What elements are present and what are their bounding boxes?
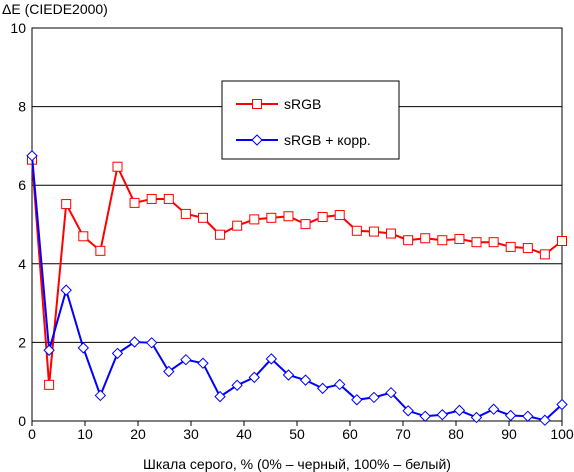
data-point <box>334 378 346 391</box>
x-tick-label: 30 <box>183 426 199 442</box>
data-point <box>368 226 379 237</box>
legend-swatch-marker <box>251 134 263 146</box>
x-tick-label: 40 <box>236 426 252 442</box>
data-point <box>386 228 397 239</box>
x-tick-label: 10 <box>77 426 93 442</box>
data-point <box>197 357 209 369</box>
data-point <box>43 344 55 356</box>
data-point <box>26 150 38 162</box>
legend: sRGB sRGB + корр. <box>221 80 400 160</box>
data-point <box>504 409 517 422</box>
y-axis-title: ΔE (CIEDE2000) <box>2 1 108 17</box>
data-point <box>557 236 567 247</box>
data-point <box>180 208 191 219</box>
data-point <box>265 353 278 365</box>
y-tick-label: 2 <box>18 334 26 350</box>
data-point <box>111 347 124 360</box>
data-point <box>402 405 414 417</box>
x-tick-label: 70 <box>395 426 411 442</box>
data-point <box>419 410 431 422</box>
y-tick-label: 10 <box>10 20 26 36</box>
y-tick-label: 8 <box>18 99 26 115</box>
data-point <box>351 394 363 406</box>
y-tick-label: 4 <box>18 256 26 272</box>
data-point <box>487 403 500 415</box>
data-point <box>180 353 192 366</box>
data-point <box>128 336 141 348</box>
data-point <box>249 214 260 225</box>
data-point <box>505 241 516 252</box>
legend-swatch-marker <box>252 99 262 109</box>
data-point <box>283 211 294 222</box>
data-point <box>78 231 89 242</box>
data-point <box>214 390 226 403</box>
data-point <box>488 237 499 248</box>
data-point <box>215 229 226 240</box>
data-point <box>437 235 448 246</box>
data-point <box>163 365 175 378</box>
data-point <box>112 161 123 172</box>
data-point <box>94 389 107 402</box>
data-point <box>197 212 208 223</box>
data-point <box>60 284 72 296</box>
data-point <box>299 374 312 386</box>
y-tick-label: 0 <box>18 413 26 429</box>
data-point <box>163 193 174 204</box>
data-point <box>300 219 311 230</box>
data-point <box>522 243 533 254</box>
data-point <box>539 414 551 426</box>
data-point <box>232 220 243 231</box>
x-axis-title: Шкала серого, % (0% – черный, 100% – бел… <box>143 456 451 472</box>
data-point <box>522 410 534 422</box>
data-point <box>420 233 431 244</box>
data-point <box>539 249 550 260</box>
x-tick-label: 0 <box>28 426 36 442</box>
legend-label: sRGB + корр. <box>284 132 371 148</box>
data-point <box>146 193 157 204</box>
data-point <box>556 398 568 411</box>
data-point <box>231 379 243 391</box>
data-point <box>436 409 449 421</box>
data-point <box>266 212 277 223</box>
series-2 <box>26 150 568 426</box>
x-tick-label: 20 <box>130 426 146 442</box>
series-line <box>31 159 563 385</box>
data-point <box>145 337 158 349</box>
data-point <box>470 411 483 424</box>
data-point <box>334 210 345 221</box>
data-point <box>316 382 329 395</box>
x-tick-label: 60 <box>342 426 358 442</box>
data-point <box>129 197 140 208</box>
data-point <box>385 386 397 399</box>
data-point <box>282 369 295 381</box>
data-point <box>454 234 465 245</box>
data-point <box>368 391 380 404</box>
series-layer <box>26 150 568 426</box>
data-point <box>248 371 260 384</box>
data-point <box>317 212 328 223</box>
legend-label: sRGB <box>284 96 321 112</box>
data-point <box>44 379 55 390</box>
x-tick-label: 80 <box>448 426 464 442</box>
x-tick-label: 50 <box>289 426 305 442</box>
data-point <box>95 245 106 256</box>
x-tick-label: 100 <box>550 426 574 442</box>
legend-box <box>221 80 400 160</box>
data-point <box>471 237 482 248</box>
grid-lines <box>32 27 562 343</box>
y-tick-label: 6 <box>18 177 26 193</box>
series-1 <box>27 154 567 390</box>
x-tick-labels: 0 10 20 30 40 50 60 70 80 90 100 <box>28 421 574 442</box>
x-tick-label: 90 <box>501 426 517 442</box>
data-point <box>61 199 72 210</box>
data-point <box>77 342 90 354</box>
data-point <box>453 404 466 417</box>
data-point <box>403 235 414 246</box>
y-tick-labels: 0 2 4 6 8 10 <box>10 20 26 429</box>
data-point <box>351 225 362 236</box>
